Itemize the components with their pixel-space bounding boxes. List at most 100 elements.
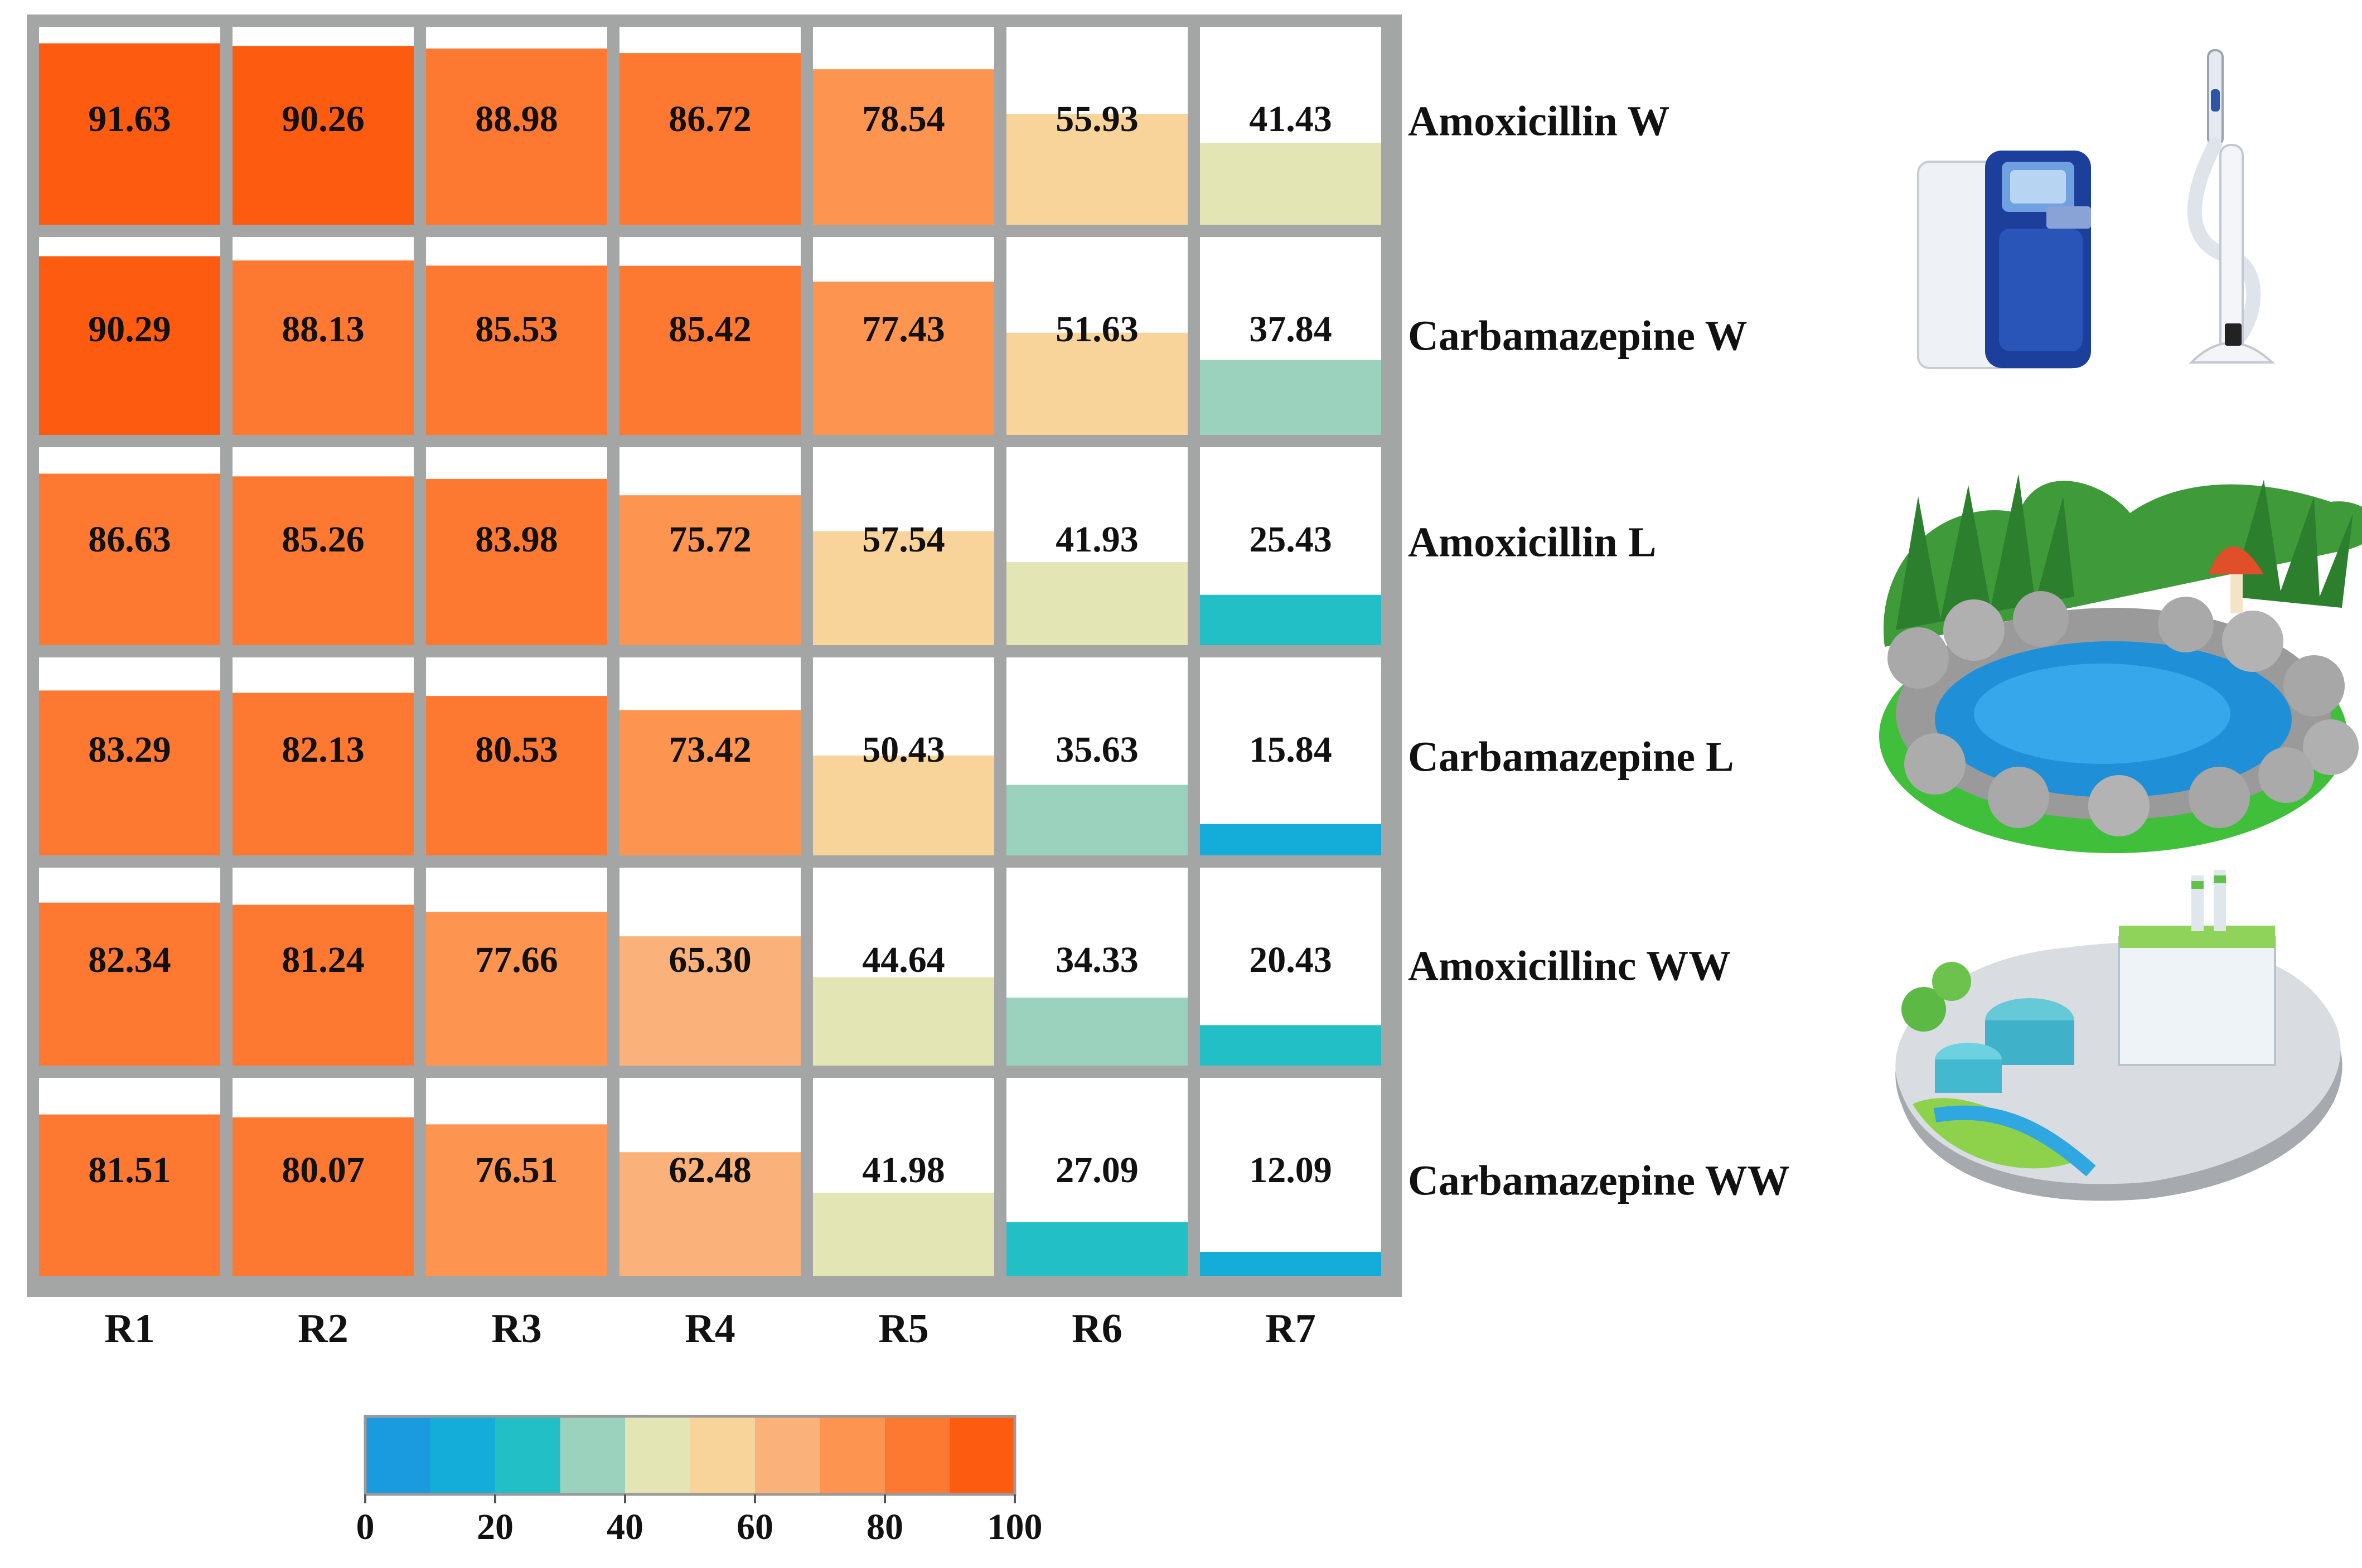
- colorbar-swatch: [690, 1416, 756, 1494]
- cell-fill-bar: [1200, 1025, 1381, 1066]
- cell-fill-bar: [39, 473, 220, 645]
- row-label: Carbamazepine L: [1408, 733, 1734, 780]
- cell-value-label: 80.07: [282, 1150, 365, 1190]
- cell-value-label: 55.93: [1056, 99, 1139, 139]
- cell-value-label: 91.63: [88, 99, 171, 139]
- cell-fill-bar: [426, 49, 607, 225]
- cell-fill-bar: [233, 476, 414, 645]
- cell-value-label: 35.63: [1056, 729, 1139, 770]
- cell-value-label: 57.54: [862, 519, 945, 560]
- colorbar-tick-label: 40: [607, 1507, 643, 1547]
- colorbar-swatch: [365, 1416, 431, 1494]
- cell-fill-bar: [233, 46, 414, 225]
- colorbar-tick-label: 100: [988, 1507, 1043, 1547]
- cell-fill-bar: [1006, 114, 1188, 225]
- column-label: R4: [685, 1306, 735, 1352]
- column-label: R7: [1265, 1306, 1315, 1352]
- colorbar-swatch: [430, 1416, 496, 1494]
- cell-fill-bar: [1006, 332, 1188, 435]
- cell-value-label: 76.51: [475, 1150, 558, 1190]
- colorbar-swatch: [560, 1416, 626, 1494]
- cell-value-label: 88.98: [475, 99, 558, 139]
- cell-fill-bar: [39, 902, 220, 1066]
- cell-fill-bar: [1006, 785, 1188, 855]
- cell-value-label: 80.53: [475, 729, 558, 770]
- colorbar-swatch: [950, 1416, 1015, 1494]
- cell-value-label: 90.29: [88, 309, 171, 350]
- cell-fill-bar: [233, 693, 414, 855]
- cell-fill-bar: [1200, 1252, 1381, 1276]
- factory-icon: [1895, 870, 2342, 1201]
- row-label: Carbamazepine W: [1408, 312, 1748, 359]
- colorbar-swatch: [495, 1416, 561, 1494]
- cell-value-label: 44.64: [862, 940, 945, 980]
- cell-value-label: 25.43: [1249, 519, 1332, 560]
- cell-fill-bar: [1006, 562, 1188, 645]
- cell-value-label: 27.09: [1056, 1150, 1139, 1190]
- cell-fill-bar: [1200, 824, 1381, 855]
- cell-value-label: 86.63: [88, 519, 171, 560]
- colorbar-swatch: [820, 1416, 885, 1494]
- colorbar-tick-label: 60: [737, 1507, 773, 1547]
- column-label: R6: [1072, 1306, 1122, 1352]
- column-label: R3: [491, 1306, 541, 1352]
- cell-fill-bar: [39, 690, 220, 855]
- colorbar-tick-label: 0: [356, 1507, 375, 1547]
- cell-value-label: 65.30: [669, 940, 752, 980]
- cell-value-label: 73.42: [669, 729, 752, 770]
- cell-value-label: 12.09: [1249, 1150, 1332, 1190]
- cell-value-label: 85.53: [475, 309, 558, 350]
- cell-fill-bar: [619, 936, 801, 1066]
- cell-fill-bar: [1200, 142, 1381, 225]
- cell-fill-bar: [813, 977, 994, 1066]
- cell-fill-bar: [619, 265, 801, 435]
- row-label: Amoxicillin W: [1408, 98, 1669, 144]
- cell-value-label: 88.13: [282, 309, 365, 350]
- cell-value-label: 50.43: [862, 729, 945, 770]
- cell-fill-bar: [813, 282, 994, 435]
- cell-fill-bar: [426, 1124, 607, 1276]
- cell-value-label: 86.72: [669, 99, 752, 139]
- cell-value-label: 83.29: [88, 729, 171, 770]
- cell-fill-bar: [619, 710, 801, 855]
- cell-value-label: 41.93: [1056, 519, 1139, 560]
- cell-background: [1200, 657, 1381, 855]
- row-label: Amoxicillin L: [1408, 519, 1656, 565]
- cell-fill-bar: [233, 904, 414, 1066]
- column-label: R2: [298, 1306, 348, 1352]
- cell-fill-bar: [1006, 1222, 1188, 1276]
- cell-fill-bar: [426, 696, 607, 855]
- colorbar-swatch: [755, 1416, 821, 1494]
- cell-value-label: 62.48: [669, 1150, 752, 1190]
- cell-value-label: 90.26: [282, 99, 365, 139]
- cell-fill-bar: [233, 260, 414, 435]
- cell-value-label: 85.26: [282, 519, 365, 560]
- cell-value-label: 85.42: [669, 309, 752, 350]
- cell-value-label: 78.54: [862, 99, 945, 139]
- cell-value-label: 82.13: [282, 729, 365, 770]
- cell-value-label: 83.98: [475, 519, 558, 560]
- cell-fill-bar: [233, 1117, 414, 1276]
- cell-fill-bar: [39, 43, 220, 225]
- cell-fill-bar: [813, 755, 994, 855]
- cell-fill-bar: [619, 1152, 801, 1276]
- cell-fill-bar: [813, 69, 994, 225]
- cell-fill-bar: [619, 53, 801, 225]
- cell-value-label: 41.98: [862, 1150, 945, 1190]
- colorbar-tick-label: 20: [477, 1507, 514, 1547]
- cell-value-label: 15.84: [1249, 729, 1332, 770]
- cell-fill-bar: [39, 256, 220, 435]
- colorbar-tick-label: 80: [867, 1507, 903, 1547]
- cell-fill-bar: [619, 495, 801, 645]
- cell-fill-bar: [39, 1114, 220, 1276]
- cell-fill-bar: [1006, 998, 1188, 1066]
- cell-value-label: 77.43: [862, 309, 945, 350]
- cell-value-label: 81.24: [282, 940, 365, 980]
- cell-background: [1200, 1078, 1381, 1276]
- column-label: R1: [104, 1306, 154, 1352]
- column-label: R5: [878, 1306, 928, 1352]
- cell-value-label: 51.63: [1056, 309, 1139, 350]
- cell-value-label: 75.72: [669, 519, 752, 560]
- cell-fill-bar: [426, 478, 607, 645]
- colorbar-frame: [364, 1415, 1017, 1496]
